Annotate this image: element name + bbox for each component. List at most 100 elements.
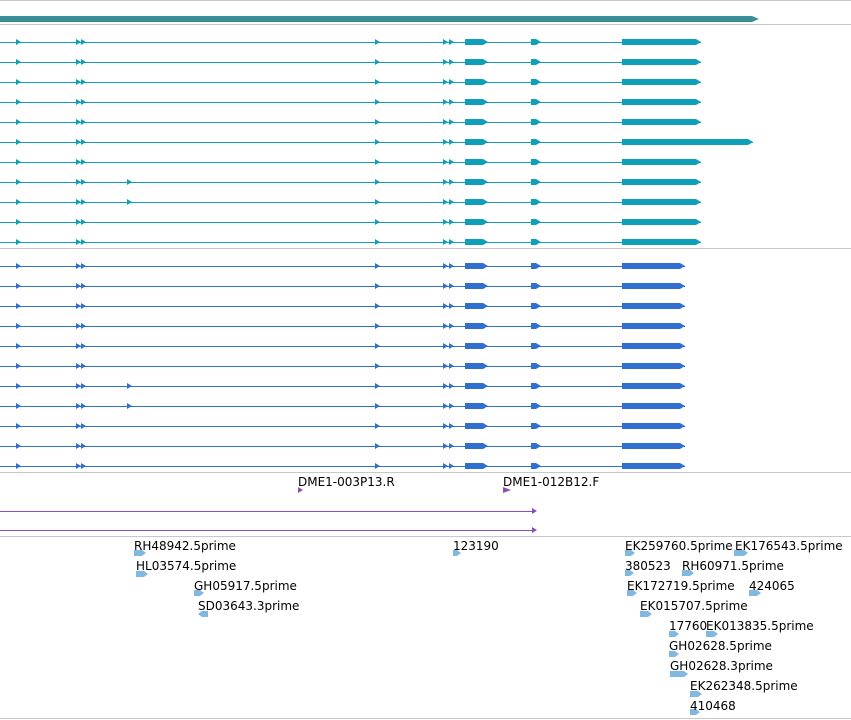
est-feature-glyph[interactable]	[453, 550, 461, 556]
exon-block[interactable]	[465, 323, 488, 329]
exon-block[interactable]	[465, 403, 488, 409]
est-feature-glyph[interactable]	[625, 550, 635, 556]
exon-block[interactable]	[531, 403, 541, 409]
est-label[interactable]: EK262348.5prime	[690, 679, 798, 693]
exon-block[interactable]	[531, 59, 541, 65]
est-feature-glyph[interactable]	[690, 709, 700, 715]
exon-block[interactable]	[622, 219, 701, 225]
exon-block[interactable]	[465, 303, 488, 309]
exon-block[interactable]	[622, 283, 685, 289]
exon-block[interactable]	[622, 343, 685, 349]
exon-block[interactable]	[622, 99, 701, 105]
est-label[interactable]: EK176543.5prime	[735, 539, 843, 553]
primer-marker-icon[interactable]	[503, 487, 511, 493]
exon-block[interactable]	[622, 39, 701, 45]
exon-block[interactable]	[465, 363, 488, 369]
est-feature-glyph[interactable]	[682, 570, 694, 576]
exon-block[interactable]	[531, 463, 541, 469]
est-feature-glyph[interactable]	[627, 590, 637, 596]
exon-block[interactable]	[465, 343, 488, 349]
est-label[interactable]: GH02628.5prime	[669, 639, 772, 653]
exon-block[interactable]	[622, 443, 685, 449]
est-label[interactable]: GH05917.5prime	[194, 579, 297, 593]
est-feature-glyph[interactable]	[734, 550, 748, 556]
est-label[interactable]: 380523	[625, 559, 671, 573]
exon-block[interactable]	[531, 263, 541, 269]
exon-block[interactable]	[622, 59, 701, 65]
est-label[interactable]: HL03574.5prime	[136, 559, 237, 573]
est-feature-glyph[interactable]	[640, 611, 652, 617]
primer-label[interactable]: DME1-003P13.R	[298, 475, 395, 489]
exon-block[interactable]	[465, 463, 488, 469]
est-feature-glyph[interactable]	[670, 671, 688, 677]
est-feature-glyph[interactable]	[690, 691, 702, 697]
est-feature-glyph[interactable]	[136, 571, 148, 577]
exon-block[interactable]	[465, 39, 488, 45]
exon-block[interactable]	[465, 283, 488, 289]
exon-block[interactable]	[465, 79, 488, 85]
est-feature-glyph[interactable]	[625, 570, 634, 576]
exon-block[interactable]	[465, 219, 488, 225]
est-label[interactable]: EK259760.5prime	[625, 539, 733, 553]
exon-block[interactable]	[531, 139, 541, 145]
est-label[interactable]: EK013835.5prime	[706, 619, 814, 633]
exon-block[interactable]	[622, 403, 685, 409]
est-feature-glyph[interactable]	[669, 651, 679, 657]
est-label[interactable]: 424065	[749, 579, 795, 593]
exon-block[interactable]	[531, 39, 541, 45]
est-label[interactable]: EK015707.5prime	[640, 599, 748, 613]
exon-block[interactable]	[531, 323, 541, 329]
exon-block[interactable]	[622, 199, 701, 205]
exon-block[interactable]	[465, 423, 488, 429]
est-feature-glyph[interactable]	[194, 590, 204, 596]
exon-block[interactable]	[465, 59, 488, 65]
exon-block[interactable]	[622, 303, 685, 309]
est-label[interactable]: EK172719.5prime	[627, 579, 735, 593]
exon-block[interactable]	[622, 139, 753, 145]
exon-block[interactable]	[622, 79, 701, 85]
est-label[interactable]: 17760	[669, 619, 708, 633]
est-feature-glyph[interactable]	[669, 631, 679, 637]
exon-block[interactable]	[531, 383, 541, 389]
exon-block[interactable]	[531, 79, 541, 85]
exon-block[interactable]	[622, 423, 685, 429]
exon-block[interactable]	[465, 159, 488, 165]
primer-marker-icon[interactable]	[298, 487, 303, 493]
exon-block[interactable]	[531, 443, 541, 449]
exon-block[interactable]	[531, 119, 541, 125]
exon-block[interactable]	[465, 263, 488, 269]
est-label[interactable]: GH02628.3prime	[670, 659, 773, 673]
exon-block[interactable]	[465, 239, 488, 245]
exon-block[interactable]	[622, 263, 685, 269]
est-label[interactable]: 410468	[690, 699, 736, 713]
exon-block[interactable]	[531, 363, 541, 369]
exon-block[interactable]	[622, 119, 701, 125]
exon-block[interactable]	[622, 383, 685, 389]
exon-block[interactable]	[531, 283, 541, 289]
exon-block[interactable]	[531, 343, 541, 349]
est-label[interactable]: SD03643.3prime	[198, 599, 300, 613]
exon-block[interactable]	[465, 443, 488, 449]
exon-block[interactable]	[531, 423, 541, 429]
exon-block[interactable]	[465, 199, 488, 205]
exon-block[interactable]	[531, 199, 541, 205]
exon-block[interactable]	[531, 179, 541, 185]
exon-block[interactable]	[465, 119, 488, 125]
exon-block[interactable]	[531, 159, 541, 165]
exon-block[interactable]	[531, 219, 541, 225]
est-label[interactable]: RH48942.5prime	[134, 539, 236, 553]
est-label[interactable]: 123190	[453, 539, 499, 553]
exon-block[interactable]	[622, 363, 685, 369]
est-feature-glyph[interactable]	[198, 611, 208, 617]
exon-block[interactable]	[531, 239, 541, 245]
exon-block[interactable]	[622, 323, 685, 329]
gene-span-bar[interactable]	[0, 16, 759, 22]
exon-block[interactable]	[622, 159, 701, 165]
exon-block[interactable]	[622, 239, 701, 245]
exon-block[interactable]	[465, 383, 488, 389]
exon-block[interactable]	[622, 179, 701, 185]
exon-block[interactable]	[465, 99, 488, 105]
exon-block[interactable]	[531, 99, 541, 105]
primer-label[interactable]: DME1-012B12.F	[503, 475, 600, 489]
exon-block[interactable]	[622, 463, 685, 469]
